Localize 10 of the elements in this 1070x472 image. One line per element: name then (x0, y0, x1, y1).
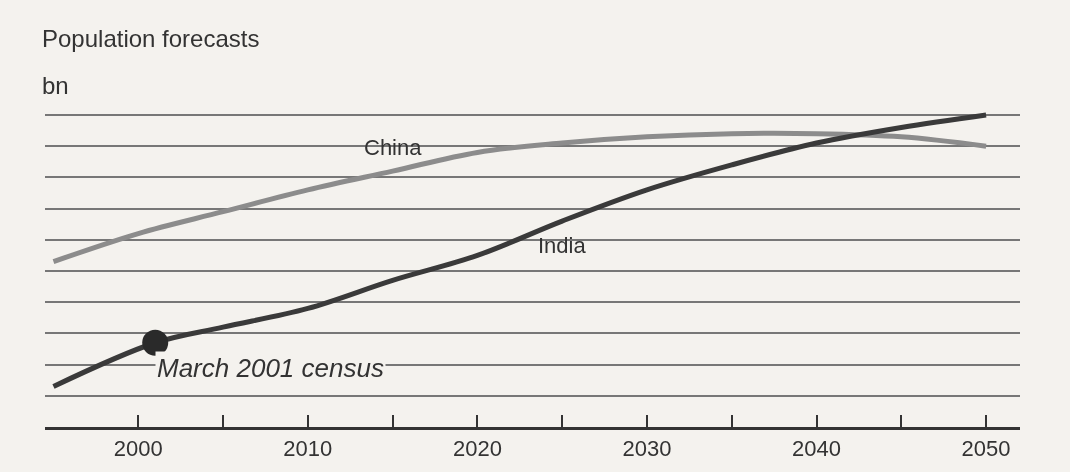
x-tick-label: 2010 (283, 436, 333, 462)
x-tick-label: 2030 (622, 436, 672, 462)
x-tick-label: 2040 (792, 436, 841, 462)
x-tick-label: 2050 (961, 436, 1011, 462)
chart-title: Population forecasts (42, 25, 260, 52)
series-label: India (538, 233, 587, 258)
x-tick-label: 2000 (113, 436, 163, 462)
y-axis-title: bn (42, 72, 69, 99)
annotation: March 2001 census (157, 353, 384, 383)
x-tick-label: 2020 (452, 436, 502, 462)
